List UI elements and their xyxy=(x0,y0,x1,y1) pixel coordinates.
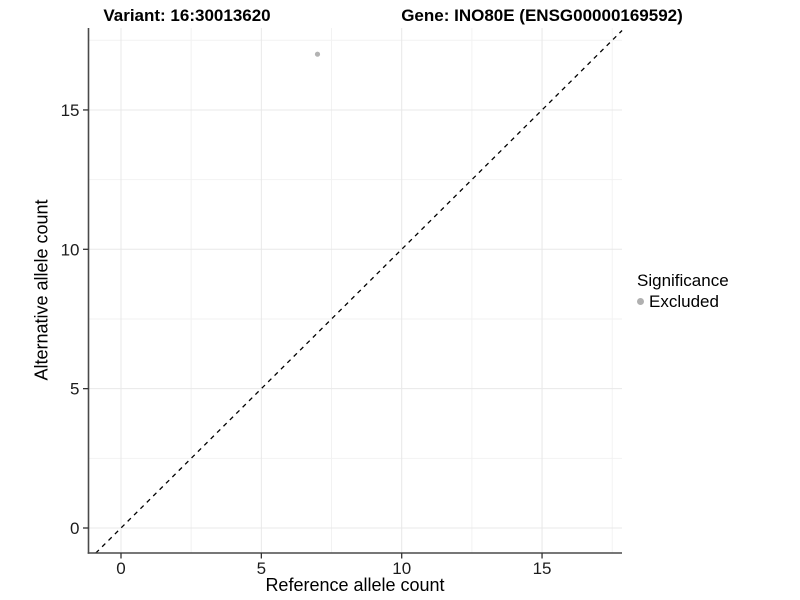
plot-title-variant: Variant: 16:30013620 xyxy=(103,6,271,25)
y-tick-label: 15 xyxy=(61,101,80,120)
y-tick-label: 10 xyxy=(61,240,80,259)
x-tick-label: 10 xyxy=(392,559,411,578)
plot-title-gene: Gene: INO80E (ENSG00000169592) xyxy=(401,6,683,25)
x-tick-label: 15 xyxy=(533,559,552,578)
identity-reference-line xyxy=(95,30,623,554)
legend: Significance Excluded xyxy=(637,270,729,312)
legend-item-label: Excluded xyxy=(649,292,719,311)
legend-item-excluded: Excluded xyxy=(637,291,729,312)
legend-title: Significance xyxy=(637,271,729,290)
x-tick-label: 5 xyxy=(257,559,266,578)
x-axis-title: Reference allele count xyxy=(265,575,445,595)
y-tick-label: 5 xyxy=(70,380,79,399)
excluded-point-marker-icon xyxy=(637,298,644,305)
data-point-excluded xyxy=(314,51,321,57)
x-tick-label: 0 xyxy=(116,559,125,578)
y-axis-title: Alternative allele count xyxy=(31,199,52,381)
y-tick-label: 0 xyxy=(70,519,79,538)
